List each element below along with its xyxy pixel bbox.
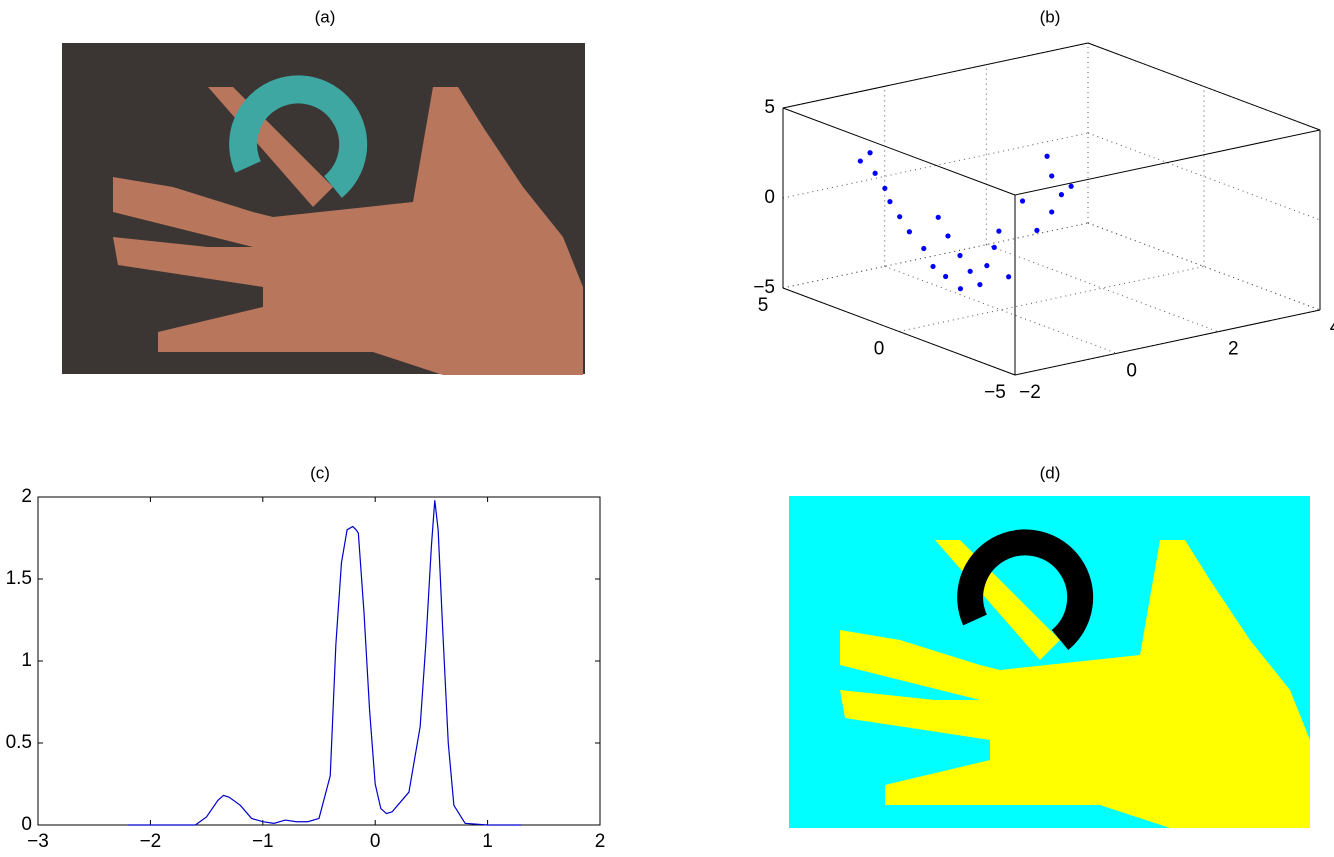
grid-line [885, 266, 1117, 353]
point [945, 233, 950, 238]
point [996, 229, 1001, 234]
figure: (a)(b)−50550−5−2024(c)−3−2−101200.511.52… [0, 0, 1334, 857]
point [897, 214, 902, 219]
chart-title: (a) [315, 7, 336, 26]
x-tick-label: 2 [595, 831, 606, 852]
point [1049, 209, 1054, 214]
grid-line [986, 245, 1218, 332]
point [958, 286, 963, 291]
x-tick-label: 0 [874, 339, 885, 360]
y-tick-label: 1.5 [6, 568, 32, 589]
y-tick-label: 0 [21, 814, 32, 835]
x-tick-label: −1 [252, 831, 274, 852]
point [930, 264, 935, 269]
point [936, 215, 941, 220]
point [858, 158, 863, 163]
y-tick-label: 1 [21, 650, 32, 671]
point [887, 199, 892, 204]
point [907, 229, 912, 234]
chart-title: (c) [310, 463, 330, 482]
box-edge [1015, 310, 1320, 375]
point [984, 263, 989, 268]
point [1049, 173, 1054, 178]
line [128, 500, 521, 825]
point [867, 150, 872, 155]
y-tick-label: 0.5 [6, 732, 32, 753]
y-tick-label: 0 [1126, 360, 1137, 381]
z-tick-label: 5 [764, 97, 775, 118]
point [957, 253, 962, 258]
y-tick-label: 2 [21, 486, 32, 507]
box-edge [1088, 43, 1320, 130]
point [943, 274, 948, 279]
point [1059, 192, 1064, 197]
point [992, 245, 997, 250]
photo-panel [62, 43, 585, 375]
segmentation-panel [789, 496, 1310, 828]
x-tick-label: −5 [984, 382, 1006, 403]
point [1069, 184, 1074, 189]
point [1020, 198, 1025, 203]
page: {"chart_data": [ {"type": "image", "titl… [0, 0, 1334, 857]
box-edge [783, 108, 1015, 195]
point [882, 186, 887, 191]
point [1034, 228, 1039, 233]
x-tick-label: −2 [140, 831, 162, 852]
box-edge [783, 43, 1088, 108]
point [1044, 154, 1049, 159]
plot-frame [38, 497, 600, 825]
y-tick-label: 4 [1330, 317, 1334, 338]
point [921, 246, 926, 251]
box-edge [1015, 130, 1320, 195]
y-tick-label: 2 [1228, 339, 1239, 360]
point [1006, 274, 1011, 279]
grid-line [783, 223, 1088, 288]
z-tick-label: 0 [764, 187, 775, 208]
box-edge [783, 288, 1015, 375]
x-tick-label: 5 [758, 295, 769, 316]
x-tick-label: 1 [482, 831, 493, 852]
x-tick-label: 0 [370, 831, 381, 852]
chart-title: (b) [1040, 7, 1061, 26]
point [968, 269, 973, 274]
y-tick-label: −2 [1019, 382, 1041, 403]
point [873, 171, 878, 176]
chart-title: (d) [1040, 463, 1061, 482]
point [977, 282, 982, 287]
